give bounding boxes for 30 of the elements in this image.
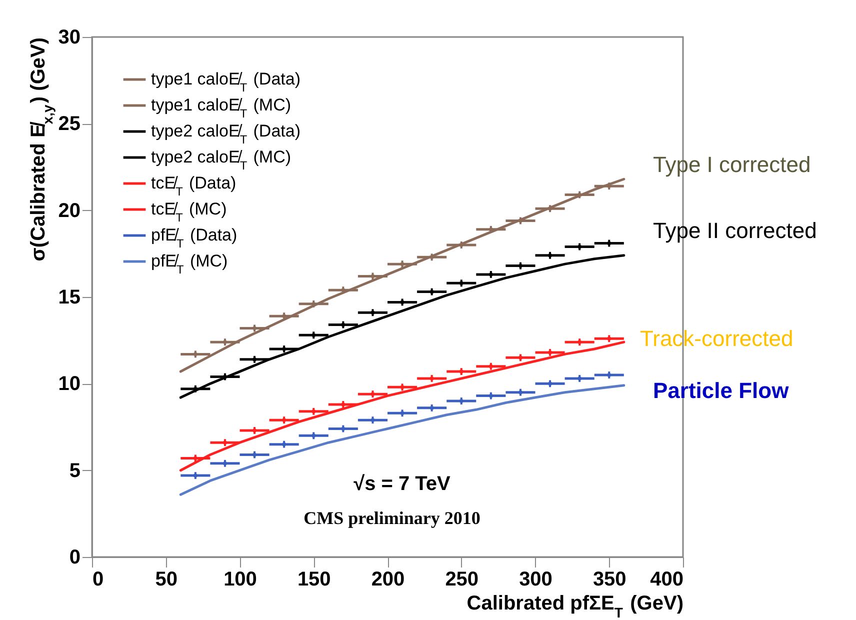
legend-label: type2 caloE̸$_{T}$ (MC) (151, 148, 292, 172)
x-tick-label: 400 (650, 568, 684, 590)
legend-label: tcE̸$_{T}$ (Data) (151, 174, 236, 198)
x-tick-label: 300 (519, 568, 552, 590)
y-tick-label: 10 (58, 373, 80, 396)
y-tick-label: 30 (58, 26, 80, 48)
x-tick-label: 100 (224, 568, 257, 590)
y-tick-label: 0 (69, 546, 80, 568)
annotation: CMS preliminary 2010 (304, 508, 480, 528)
legend-label: pfE̸$_{T}$ (MC) (151, 252, 228, 276)
legend-label: type2 caloE̸$_{T}$ (Data) (151, 122, 300, 146)
legend-label: pfE̸$_{T}$ (Data) (151, 226, 238, 250)
annotation: Type II corrected (653, 218, 817, 243)
x-tick-label: 350 (592, 568, 626, 590)
annotation: Particle Flow (653, 378, 790, 403)
y-tick-label: 5 (69, 460, 80, 482)
legend-label: tcE̸$_{T}$ (MC) (151, 200, 227, 224)
x-axis-title: Calibrated pfΣE$_{T}$ (GeV) (466, 592, 684, 620)
x-tick-label: 50 (155, 568, 178, 590)
x-tick-label: 0 (92, 568, 104, 590)
y-tick-label: 20 (58, 200, 80, 222)
legend-label: type1 caloE̸$_{T}$ (MC) (151, 96, 292, 120)
y-tick-label: 15 (58, 286, 80, 308)
legend-label: type1 caloE̸$_{T}$ (Data) (151, 70, 300, 94)
x-tick-label: 150 (297, 568, 331, 590)
annotation: Track-corrected (640, 326, 794, 351)
x-tick-label: 200 (371, 568, 405, 590)
annotation: √s = 7 TeV (354, 473, 452, 495)
x-tick-label: 250 (445, 568, 479, 590)
y-tick-label: 25 (58, 113, 80, 136)
